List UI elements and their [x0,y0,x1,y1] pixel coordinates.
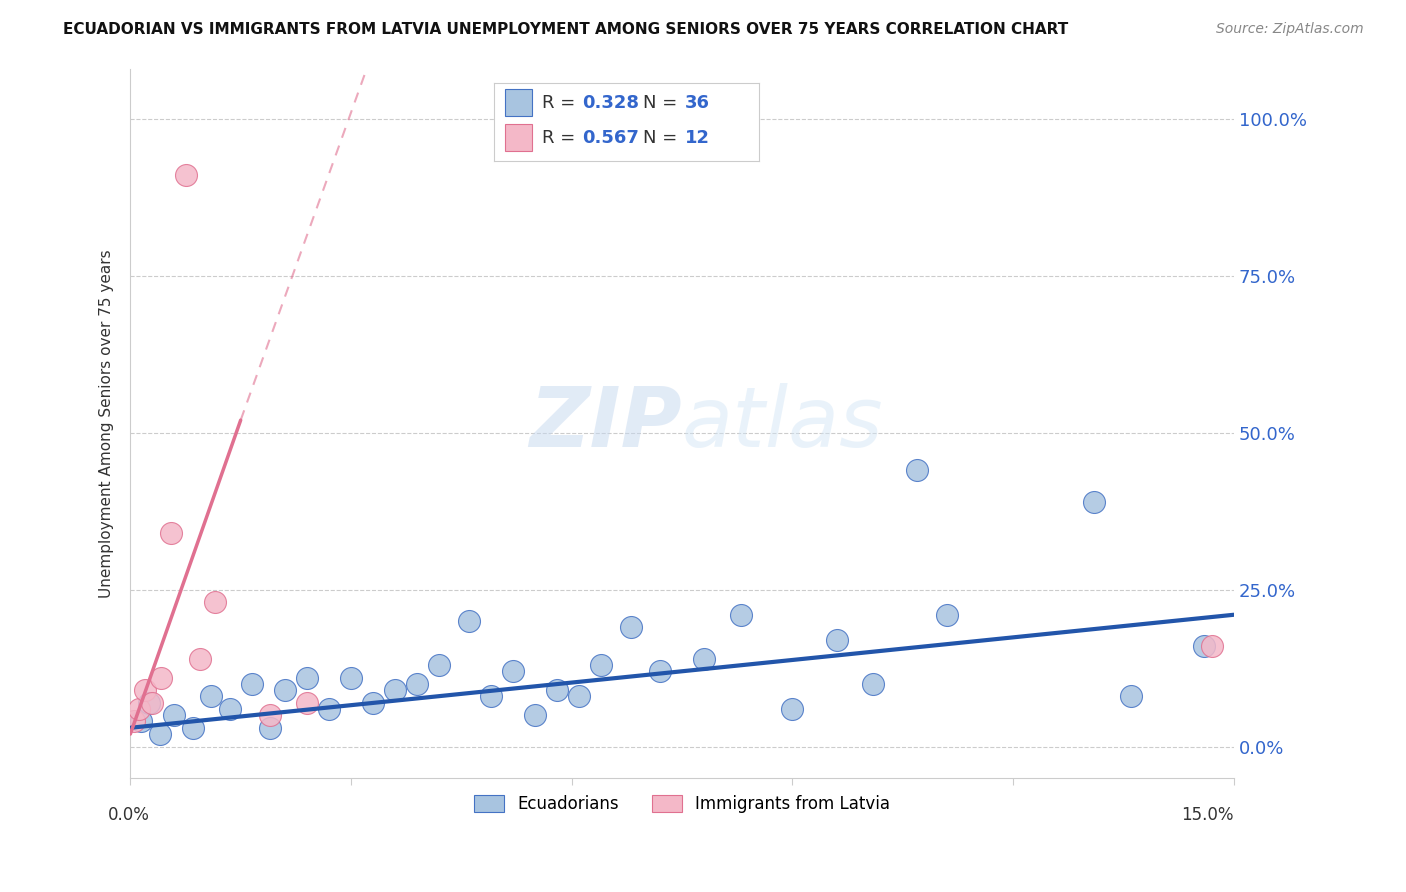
Point [340,671,363,685]
Point [128,702,150,716]
Point [259,708,281,723]
Point [1194,639,1216,653]
Point [318,702,340,716]
Text: 0.0%: 0.0% [108,806,150,824]
Point [259,721,281,735]
Point [204,595,226,609]
Point [591,658,613,673]
Point [782,702,804,716]
Point [648,665,671,679]
Point [181,721,204,735]
Point [568,690,591,704]
Point [825,632,848,647]
Text: Source: ZipAtlas.com: Source: ZipAtlas.com [1216,22,1364,37]
Point [935,607,957,622]
Point [862,677,884,691]
Point [406,677,429,691]
Point [730,607,752,622]
Point [457,614,479,628]
Point [138,696,160,710]
Point [427,658,450,673]
Point [619,620,641,634]
Legend: Ecuadorians, Immigrants from Latvia: Ecuadorians, Immigrants from Latvia [467,788,897,820]
Point [546,683,568,698]
Point [122,714,145,729]
Text: ZIP: ZIP [530,383,682,464]
Text: 15.0%: 15.0% [1181,806,1234,824]
Text: ECUADORIAN VS IMMIGRANTS FROM LATVIA UNEMPLOYMENT AMONG SENIORS OVER 75 YEARS CO: ECUADORIAN VS IMMIGRANTS FROM LATVIA UNE… [63,22,1069,37]
Point [693,651,716,665]
Point [200,690,222,704]
Point [159,526,181,541]
Point [1201,639,1223,653]
Point [188,651,211,665]
Point [134,683,156,698]
Point [218,702,240,716]
Text: atlas: atlas [682,383,884,464]
Point [150,671,173,685]
Point [274,683,297,698]
Point [295,696,318,710]
Point [149,727,172,741]
Point [502,665,524,679]
Point [295,671,318,685]
Point [240,677,263,691]
Point [907,463,929,477]
Point [479,690,502,704]
Point [163,708,186,723]
Point [141,696,163,710]
Point [523,708,546,723]
Point [1083,494,1105,508]
Point [131,714,153,729]
Point [174,168,197,182]
Point [1119,690,1142,704]
Point [361,696,384,710]
Point [384,683,406,698]
Y-axis label: Unemployment Among Seniors over 75 years: Unemployment Among Seniors over 75 years [100,249,114,598]
